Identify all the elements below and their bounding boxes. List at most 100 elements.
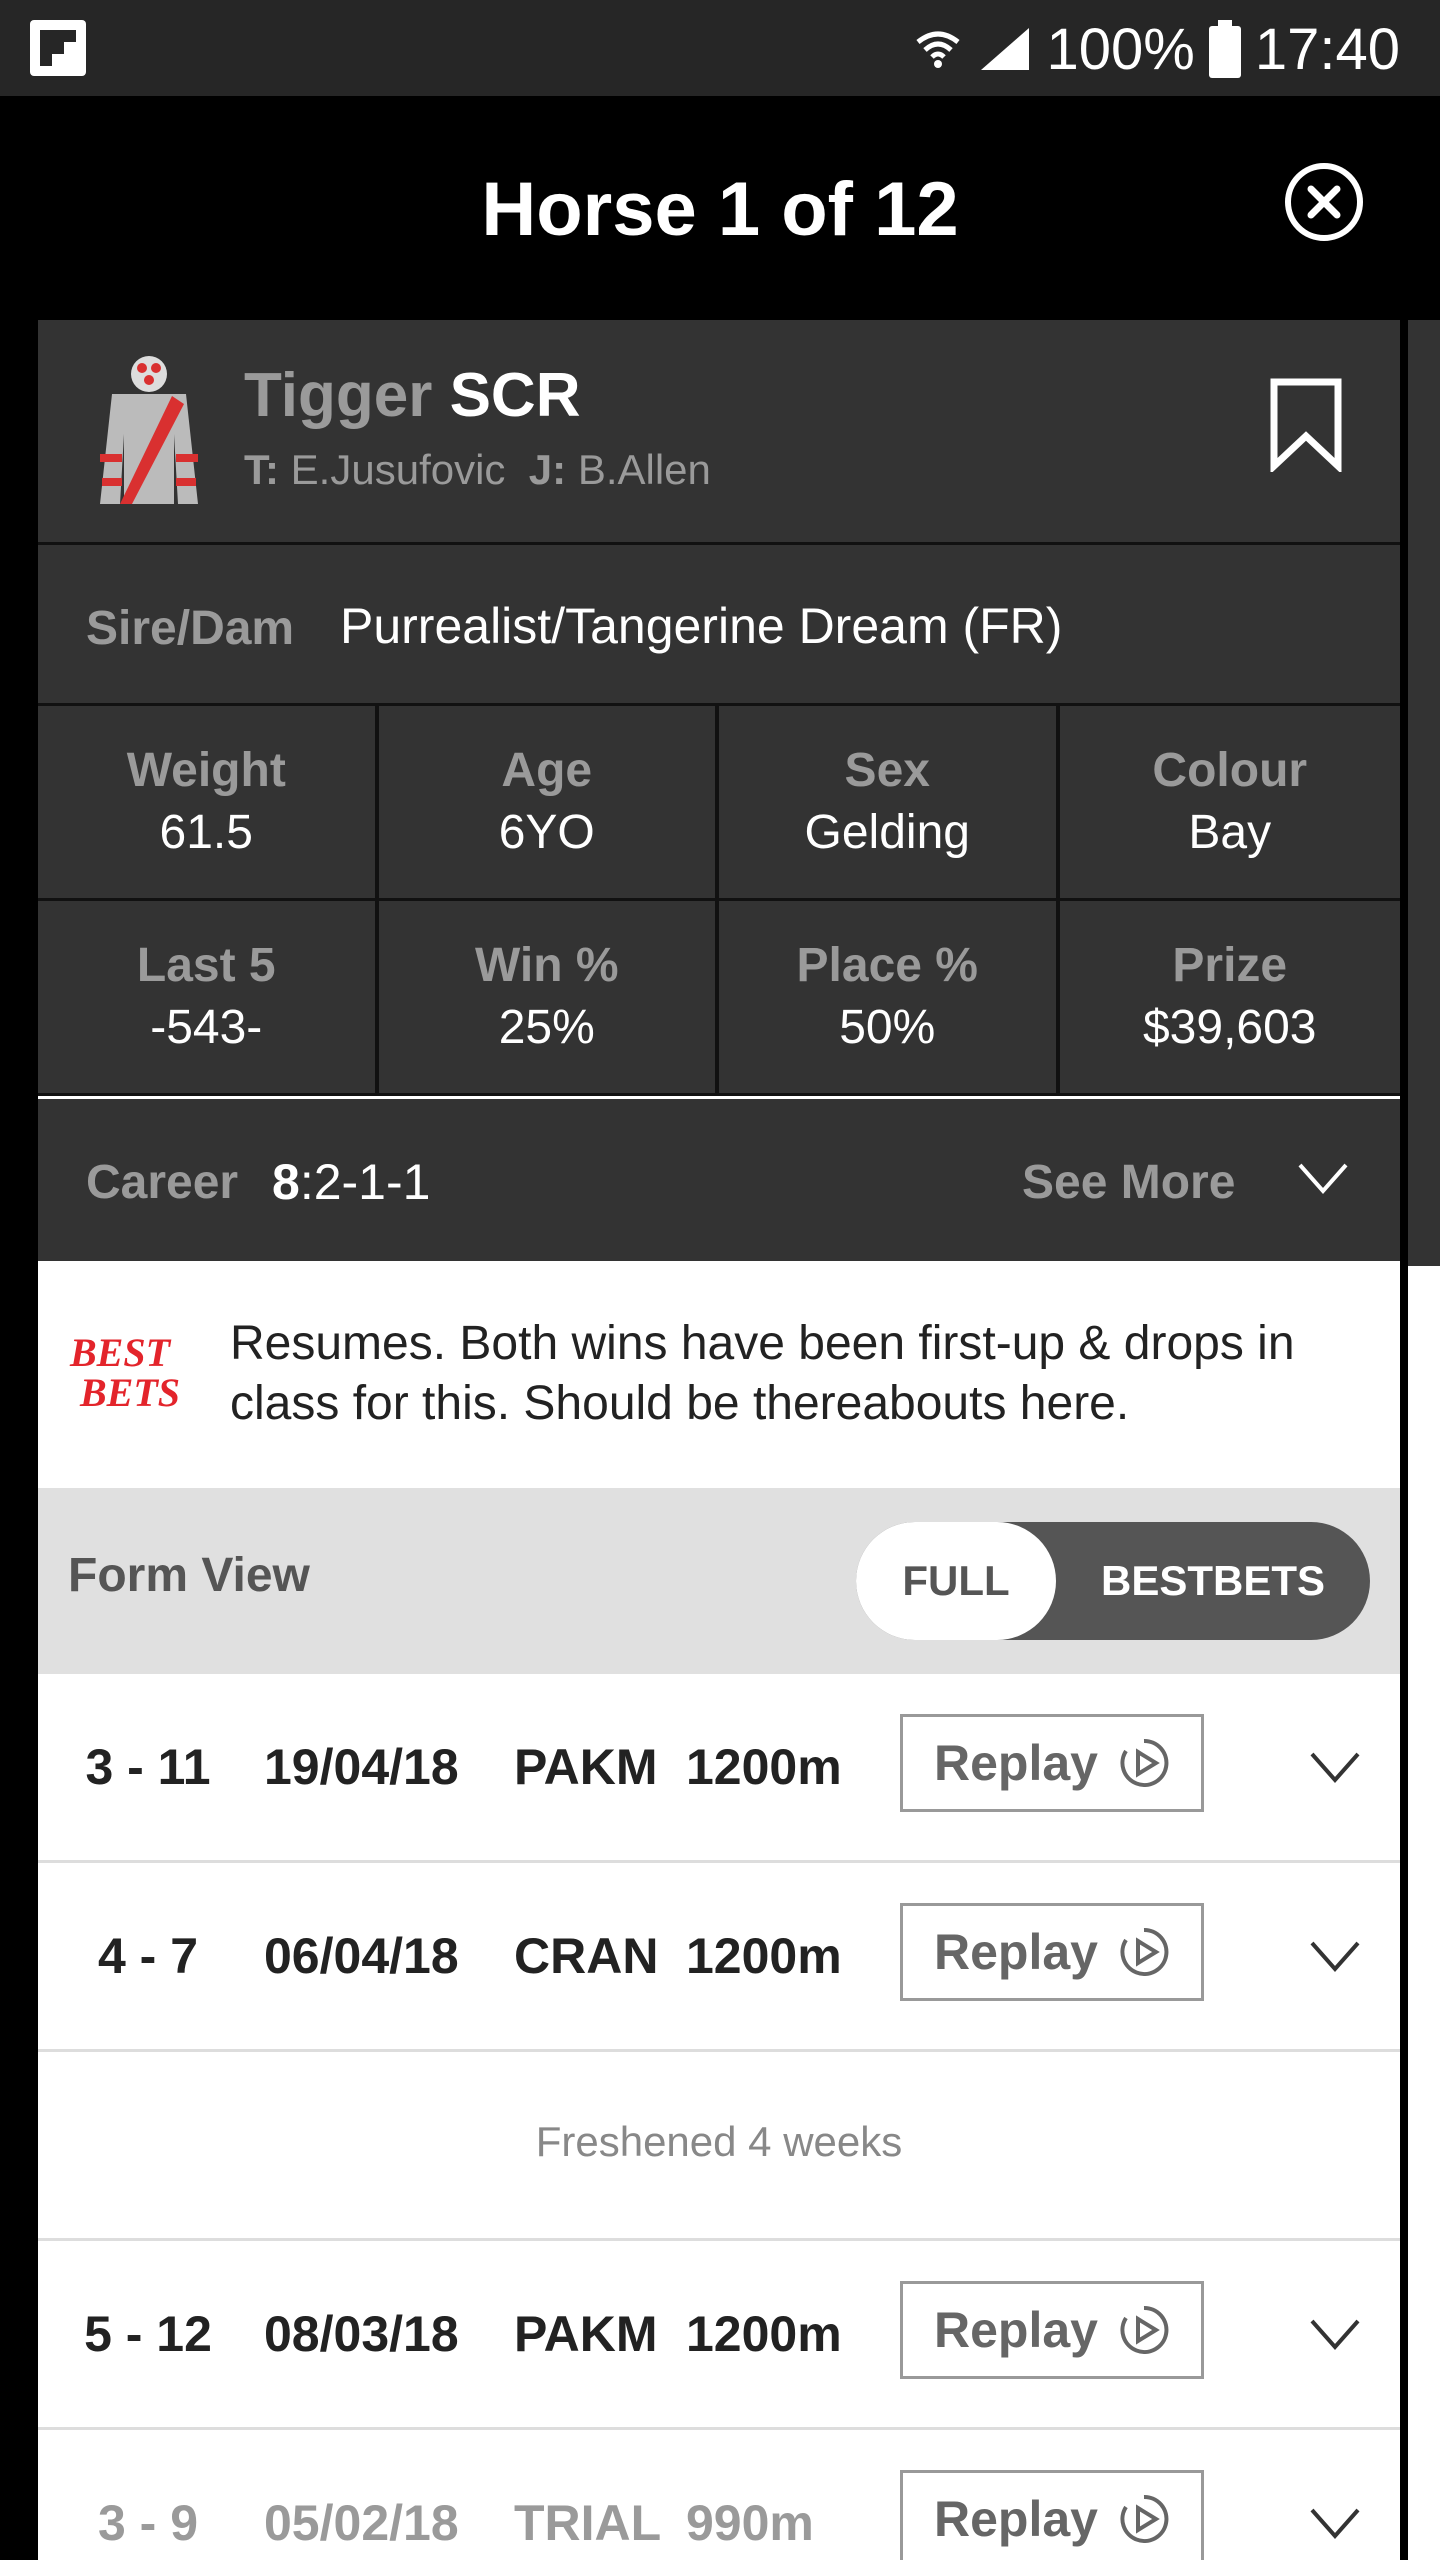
horse-header: Tigger SCR T: E.Jusufovic J: B.Allen [38, 320, 1400, 545]
career-starts: 8 [272, 1154, 300, 1210]
stat-label: Last 5 [136, 939, 276, 992]
clock: 17:40 [1254, 16, 1400, 82]
race-distance: 1200m [686, 1928, 842, 1984]
replay-button[interactable]: Replay [900, 2470, 1204, 2560]
stat-label: Sex [844, 744, 930, 797]
replay-label: Replay [934, 1924, 1098, 1980]
stat-last-5: Last 5 -543- [38, 901, 379, 1096]
close-icon[interactable] [1282, 160, 1366, 244]
flipboard-icon [30, 20, 86, 76]
best-bets-comment: BEST BETS Resumes. Both wins have been f… [38, 1264, 1400, 1488]
battery-percent: 100% [1046, 16, 1195, 82]
next-card-peek [1408, 320, 1440, 1266]
horse-card: Tigger SCR T: E.Jusufovic J: B.Allen Sir… [38, 320, 1400, 2560]
stat-label: Prize [1172, 939, 1288, 992]
form-row[interactable]: 4 - 7 06/04/18 CRAN 1200m Replay [38, 1863, 1400, 2052]
stat-value: $39,603 [1142, 1001, 1317, 1054]
career-value: 8:2-1-1 [272, 1153, 430, 1211]
freshened-note-text: Freshened 4 weeks [535, 2118, 903, 2165]
replay-label: Replay [934, 2302, 1098, 2358]
bookmark-icon[interactable] [1266, 376, 1346, 472]
replay-play-icon [1120, 1738, 1169, 1787]
stat-sex: Sex Gelding [719, 706, 1060, 901]
stat-label: Win % [474, 939, 619, 992]
form-row-trial[interactable]: 3 - 9 05/02/18 TRIAL 990m Replay [38, 2430, 1400, 2560]
replay-button[interactable]: Replay [900, 1903, 1204, 2001]
scratched-badge: SCR [449, 361, 581, 430]
stat-age: Age 6YO [378, 706, 719, 901]
trainer-label: T: [244, 446, 279, 493]
career-row[interactable]: Career 8:2-1-1 See More [38, 1099, 1400, 1261]
chevron-down-icon[interactable] [1308, 2315, 1362, 2355]
sire-dam-value: Purrealist/Tangerine Dream (FR) [340, 598, 1063, 654]
toggle-bestbets[interactable]: BESTBETS [1100, 1557, 1326, 1604]
sire-dam-label: Sire/Dam [86, 602, 295, 655]
chevron-down-icon[interactable] [1308, 2504, 1362, 2544]
signal-icon [980, 28, 1029, 70]
finish-position: 3 - 9 [97, 2495, 199, 2551]
jockey-name: B.Allen [577, 446, 711, 493]
best-bets-logo: BEST BETS [69, 1330, 180, 1415]
logo-line-2: BETS [79, 1370, 180, 1415]
chevron-down-icon[interactable] [1308, 1748, 1362, 1788]
race-track: PAKM [514, 2306, 658, 2362]
stat-value: -543- [150, 1001, 263, 1054]
career-label: Career [86, 1156, 239, 1209]
finish-position: 5 - 12 [84, 2306, 212, 2362]
stat-colour: Colour Bay [1059, 706, 1400, 901]
race-distance: 990m [686, 2495, 814, 2551]
chevron-down-icon[interactable] [1308, 1937, 1362, 1977]
race-date: 06/04/18 [264, 1928, 459, 1984]
jockey-label: J: [528, 446, 567, 493]
wifi-icon [915, 31, 960, 68]
race-date: 05/02/18 [264, 2495, 459, 2551]
jockey-silks-icon [100, 356, 198, 504]
race-date: 08/03/18 [264, 2306, 459, 2362]
race-distance: 1200m [686, 2306, 842, 2362]
stat-value: Bay [1188, 806, 1272, 859]
stat-value: 6YO [498, 806, 595, 859]
toggle-full[interactable]: FULL [856, 1522, 1056, 1640]
stat-label: Colour [1152, 744, 1308, 797]
race-distance: 1200m [686, 1739, 842, 1795]
race-date: 19/04/18 [264, 1739, 459, 1795]
finish-position: 3 - 11 [85, 1739, 211, 1795]
stat-place-pct: Place % 50% [719, 901, 1060, 1096]
form-view-bar: Form View FULL BESTBETS [38, 1488, 1400, 1674]
stat-value: Gelding [804, 806, 970, 859]
stat-value: 25% [498, 1001, 595, 1054]
replay-label: Replay [934, 2491, 1098, 2547]
stat-weight: Weight 61.5 [38, 706, 379, 901]
race-track: TRIAL [514, 2495, 662, 2551]
chevron-down-icon[interactable] [1296, 1159, 1350, 1199]
comment-text: Resumes. Both wins have been first-up & … [230, 1317, 1295, 1430]
status-bar: 100% 17:40 [0, 0, 1440, 96]
form-list: 3 - 11 19/04/18 PAKM 1200m Replay 4 - 7 … [38, 1674, 1400, 2560]
freshened-note: Freshened 4 weeks [38, 2052, 1400, 2241]
race-track: CRAN [514, 1928, 659, 1984]
form-row[interactable]: 3 - 11 19/04/18 PAKM 1200m Replay [38, 1674, 1400, 1863]
stats-grid: Weight 61.5 Age 6YO Sex Gelding Colour B… [38, 706, 1400, 1096]
form-view-toggle[interactable]: FULL BESTBETS [856, 1522, 1370, 1640]
finish-position: 4 - 7 [97, 1928, 199, 1984]
horse-name: Tigger SCR [244, 360, 580, 431]
modal-header: Horse 1 of 12 [0, 96, 1440, 320]
replay-button[interactable]: Replay [900, 2281, 1204, 2379]
stat-label: Age [501, 744, 593, 797]
stat-win-pct: Win % 25% [378, 901, 719, 1096]
form-row[interactable]: 5 - 12 08/03/18 PAKM 1200m Replay [38, 2241, 1400, 2430]
form-view-label: Form View [68, 1549, 310, 1602]
logo-line-1: BEST [69, 1330, 172, 1375]
see-more-button[interactable]: See More [1022, 1156, 1236, 1209]
replay-button[interactable]: Replay [900, 1714, 1204, 1812]
trainer-jockey: T: E.Jusufovic J: B.Allen [244, 446, 711, 494]
sire-dam-row: Sire/Dam Purrealist/Tangerine Dream (FR) [38, 545, 1400, 706]
next-card-peek-lower [1408, 1266, 1440, 2560]
race-track: PAKM [514, 1739, 658, 1795]
career-record: :2-1-1 [299, 1154, 431, 1210]
horse-name-text: Tigger [244, 361, 433, 430]
page-title: Horse 1 of 12 [481, 167, 959, 252]
stat-label: Place % [796, 939, 978, 992]
stat-label: Weight [126, 744, 286, 797]
replay-play-icon [1120, 1927, 1169, 1976]
